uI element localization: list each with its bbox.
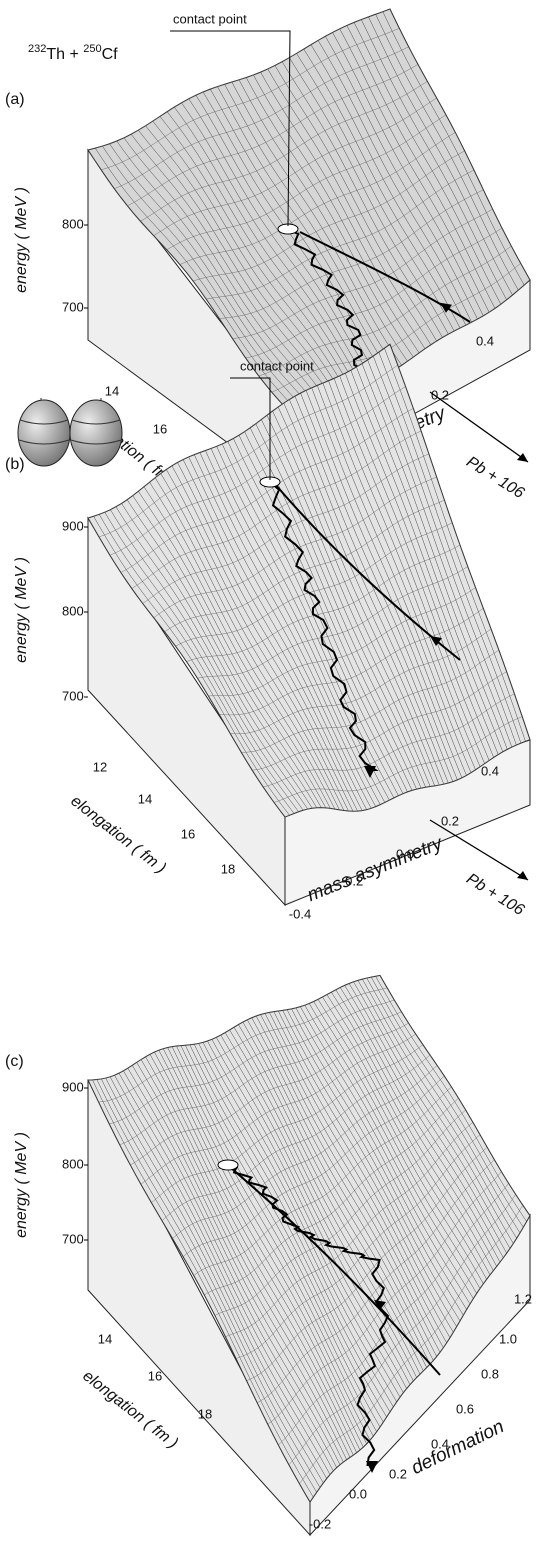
elongation-tick-label: 18	[221, 861, 235, 876]
elongation-tick-label: 16	[148, 1368, 162, 1383]
coordinate-tick-label: -0.2	[309, 1516, 331, 1531]
mass-number: 250	[83, 43, 101, 55]
energy-tick-label: 900	[62, 1079, 84, 1094]
coordinate-tick-label: -0.4	[289, 906, 311, 921]
elongation-tick-label: 16	[181, 826, 195, 841]
direction-arrow	[430, 820, 528, 880]
contact-label: contact point	[173, 11, 247, 26]
energy-tick-label: 800	[62, 216, 84, 231]
coordinate-tick-label: 0.4	[481, 763, 499, 778]
arrow-label: Pb + 106	[463, 453, 527, 502]
arrowhead	[517, 871, 528, 880]
nucleus: Cf	[102, 46, 119, 63]
panel: (c) 900 800 700 energy ( MeV ) 14 16 18 elongati…	[5, 975, 532, 1535]
elongation-tick-label: 14	[105, 383, 119, 398]
coordinate-tick-label: 0.0	[349, 1486, 367, 1501]
energy-tick-label: 700	[62, 688, 84, 703]
energy-tick-label: 900	[62, 518, 84, 533]
coordinate-axis-title: deformation	[408, 1416, 507, 1479]
elongation-axis-title: elongation ( fm )	[67, 792, 169, 877]
coordinate-tick-label: 0.8	[481, 1366, 499, 1381]
energy-tick-label: 700	[62, 299, 84, 314]
deformed-nuclei-icon	[18, 398, 122, 468]
panels: contact point 232Th + 250Cf (a) 800 700 energ…	[5, 9, 532, 1535]
coordinate-tick-label: 0.2	[441, 813, 459, 828]
energy-axis-title: energy ( MeV )	[13, 557, 30, 663]
coordinate-tick-label: 1.2	[514, 1291, 532, 1306]
panel-label: (a)	[5, 91, 25, 108]
panel-label: (b)	[5, 456, 25, 473]
elongation-tick-label: 14	[138, 791, 152, 806]
elongation-tick-label: 12	[93, 759, 107, 774]
coordinate-tick-label: 0.6	[456, 1401, 474, 1416]
elongation-tick-label: 18	[198, 1406, 212, 1421]
elongation-tick-label: 16	[153, 421, 167, 436]
contact-label: contact point	[240, 358, 314, 373]
reaction-label: 232Th + 250Cf	[28, 43, 118, 63]
coordinate-tick-label: 0.4	[476, 333, 494, 348]
energy-tick-label: 800	[62, 603, 84, 618]
mass-number: 232	[28, 43, 46, 55]
energy-tick-label: 800	[62, 1156, 84, 1171]
coordinate-tick-label: 0.2	[389, 1466, 407, 1481]
energy-axis-title: energy ( MeV )	[13, 1132, 30, 1238]
energy-tick-label: 700	[62, 1231, 84, 1246]
nucleus: Th +	[46, 46, 83, 63]
figure: contact point 232Th + 250Cf (a) 800 700 energ…	[0, 0, 549, 1543]
elongation-tick-label: 14	[98, 1331, 112, 1346]
arrowhead	[517, 453, 528, 462]
coordinate-tick-label: 1.0	[499, 1331, 517, 1346]
elongation-axis-title: elongation ( fm )	[79, 1367, 181, 1452]
contact-point-marker	[218, 1160, 238, 1170]
panel-label: (c)	[5, 1053, 24, 1070]
energy-axis-title: energy ( MeV )	[13, 187, 30, 293]
direction-arrow	[430, 392, 528, 462]
